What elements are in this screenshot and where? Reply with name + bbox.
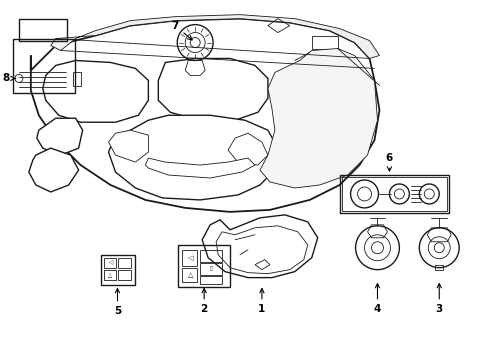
Bar <box>434 265 442 270</box>
Bar <box>182 268 197 282</box>
Bar <box>13 39 75 93</box>
Bar <box>101 255 135 285</box>
Text: ◁: ◁ <box>187 255 192 261</box>
Bar <box>19 19 66 41</box>
Polygon shape <box>108 130 148 162</box>
Text: ◁: ◁ <box>108 260 112 265</box>
Bar <box>200 276 222 284</box>
Bar <box>200 263 222 275</box>
Text: 6: 6 <box>385 153 392 171</box>
Text: 7: 7 <box>171 21 192 40</box>
Bar <box>73 72 81 86</box>
Polygon shape <box>31 19 379 212</box>
Text: 2: 2 <box>200 289 207 315</box>
Bar <box>103 270 116 280</box>
Text: 4: 4 <box>373 284 380 315</box>
Bar <box>103 258 116 268</box>
Polygon shape <box>145 158 254 178</box>
Text: △: △ <box>187 272 192 278</box>
Polygon shape <box>202 215 317 278</box>
Polygon shape <box>108 115 277 200</box>
Text: 8: 8 <box>2 73 15 84</box>
Polygon shape <box>260 49 377 188</box>
Polygon shape <box>51 15 379 58</box>
Text: 3: 3 <box>435 284 442 315</box>
Polygon shape <box>158 58 267 120</box>
Text: △: △ <box>108 272 112 277</box>
Bar <box>341 177 447 211</box>
Polygon shape <box>42 60 148 122</box>
Polygon shape <box>29 148 79 192</box>
Bar <box>118 270 131 280</box>
Polygon shape <box>37 118 82 155</box>
Bar <box>178 245 229 287</box>
Text: 1: 1 <box>258 289 265 315</box>
Text: ▯: ▯ <box>209 266 212 271</box>
Bar <box>118 258 131 268</box>
Polygon shape <box>227 133 267 165</box>
Text: 5: 5 <box>114 289 121 316</box>
Bar <box>339 175 448 213</box>
Bar <box>182 250 197 266</box>
Bar <box>200 250 222 262</box>
